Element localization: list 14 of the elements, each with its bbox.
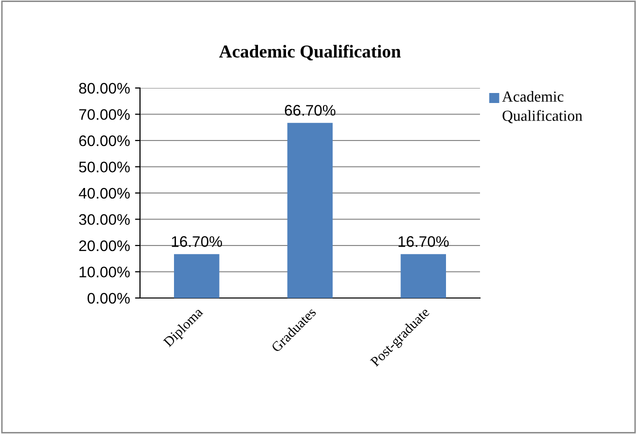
- y-tick-label: 70.00%: [79, 109, 130, 120]
- data-label: 16.70%: [172, 236, 222, 247]
- y-tick-label: 20.00%: [79, 240, 130, 252]
- legend-label: Academic Qualification: [502, 91, 582, 124]
- y-tick-label: 60.00%: [79, 135, 130, 146]
- y-tick-label: 10.00%: [80, 266, 130, 278]
- y-tick-label: 50.00%: [79, 162, 130, 172]
- y-tick-label: 0.00%: [88, 292, 130, 304]
- y-tick-label: 40.00%: [78, 188, 130, 199]
- chart-title: Academic Qualification: [219, 44, 401, 60]
- y-tick-label: 80.00%: [79, 82, 130, 94]
- data-label: 66.70%: [284, 104, 336, 116]
- y-tick-label: 30.00%: [79, 214, 130, 225]
- data-label: 16.70%: [398, 236, 449, 247]
